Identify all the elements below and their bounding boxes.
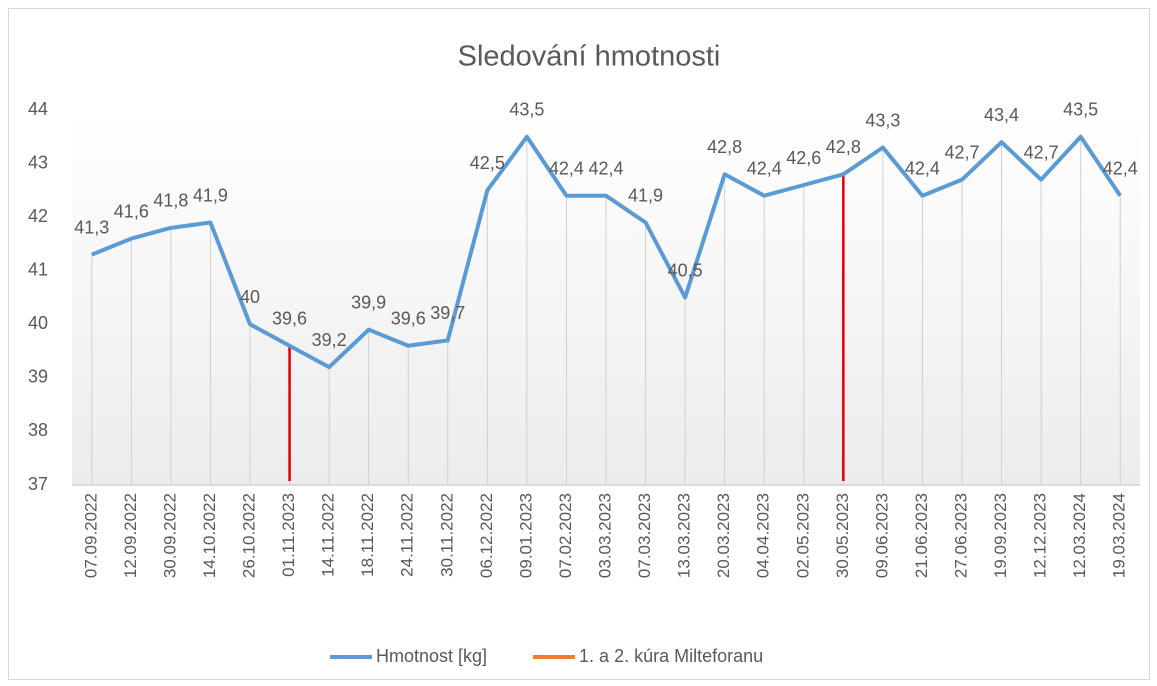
data-label: 39,6	[272, 308, 307, 328]
data-label: 43,5	[1063, 100, 1098, 120]
data-label: 40	[240, 287, 260, 307]
data-label: 42,4	[905, 158, 940, 178]
data-label: 42,4	[1103, 158, 1138, 178]
data-label: 41,9	[628, 185, 663, 205]
data-label: 42,8	[826, 137, 861, 157]
x-tick-label: 14.11.2022	[319, 493, 338, 577]
x-tick-label: 30.05.2023	[833, 493, 852, 578]
x-tick-label: 03.03.2023	[595, 493, 614, 578]
x-tick-label: 01.11.2023	[279, 493, 298, 577]
y-tick-label: 37	[28, 474, 48, 494]
data-label: 43,4	[984, 105, 1019, 125]
data-label: 42,4	[549, 158, 584, 178]
x-tick-label: 18.11.2022	[358, 493, 377, 577]
data-label: 39,9	[351, 292, 386, 312]
chart-title: Sledování hmotnosti	[458, 41, 721, 73]
y-tick-label: 39	[28, 367, 48, 387]
data-label: 42,8	[707, 137, 742, 157]
x-tick-label: 12.03.2024	[1070, 493, 1089, 578]
legend-label: 1. a 2. kúra Milteforanu	[579, 646, 763, 666]
data-label: 42,4	[747, 158, 782, 178]
x-tick-label: 02.05.2023	[793, 493, 812, 578]
x-tick-label: 19.03.2024	[1110, 493, 1129, 578]
y-tick-label: 42	[28, 206, 48, 226]
data-label: 43,5	[509, 100, 544, 120]
data-label: 41,9	[193, 185, 228, 205]
data-label: 40,5	[668, 260, 703, 280]
x-tick-label: 09.06.2023	[872, 493, 891, 578]
x-tick-label: 04.04.2023	[754, 493, 773, 578]
x-tick-label: 12.12.2023	[1031, 493, 1050, 578]
y-tick-label: 40	[28, 313, 48, 333]
data-label: 39,7	[430, 303, 465, 323]
data-label: 42,7	[1024, 142, 1059, 162]
x-tick-label: 26.10.2022	[239, 493, 258, 578]
x-tick-label: 09.01.2023	[516, 493, 535, 578]
x-tick-label: 30.11.2022	[437, 493, 456, 577]
x-tick-label: 12.09.2022	[121, 493, 140, 578]
x-tick-label: 13.03.2023	[675, 493, 694, 578]
x-tick-label: 07.09.2022	[81, 493, 100, 578]
x-tick-label: 24.11.2022	[398, 493, 417, 577]
x-tick-label: 20.03.2023	[714, 493, 733, 578]
data-label: 42,7	[944, 142, 979, 162]
x-tick-label: 21.06.2023	[912, 493, 931, 578]
y-tick-label: 38	[28, 420, 48, 440]
x-tick-label: 14.10.2022	[200, 493, 219, 578]
x-tick-label: 07.03.2023	[635, 493, 654, 578]
y-tick-label: 41	[28, 259, 48, 279]
data-label: 43,3	[865, 110, 900, 130]
legend-label: Hmotnost [kg]	[376, 646, 487, 666]
x-tick-label: 06.12.2022	[477, 493, 496, 578]
data-label: 42,6	[786, 148, 821, 168]
y-tick-label: 44	[28, 99, 48, 119]
data-label: 39,6	[391, 308, 426, 328]
x-tick-label: 27.06.2023	[951, 493, 970, 578]
data-label: 42,4	[588, 158, 623, 178]
data-label: 41,6	[114, 201, 149, 221]
data-label: 41,3	[74, 217, 109, 237]
line	[91, 134, 1122, 370]
x-tick-label: 19.09.2023	[991, 493, 1010, 578]
data-label: 42,5	[470, 153, 505, 173]
data-label: 39,2	[312, 330, 347, 350]
data-label: 41,8	[153, 191, 188, 211]
x-tick-label: 30.09.2022	[160, 493, 179, 578]
y-tick-label: 43	[28, 152, 48, 172]
x-tick-label: 07.02.2023	[556, 493, 575, 578]
